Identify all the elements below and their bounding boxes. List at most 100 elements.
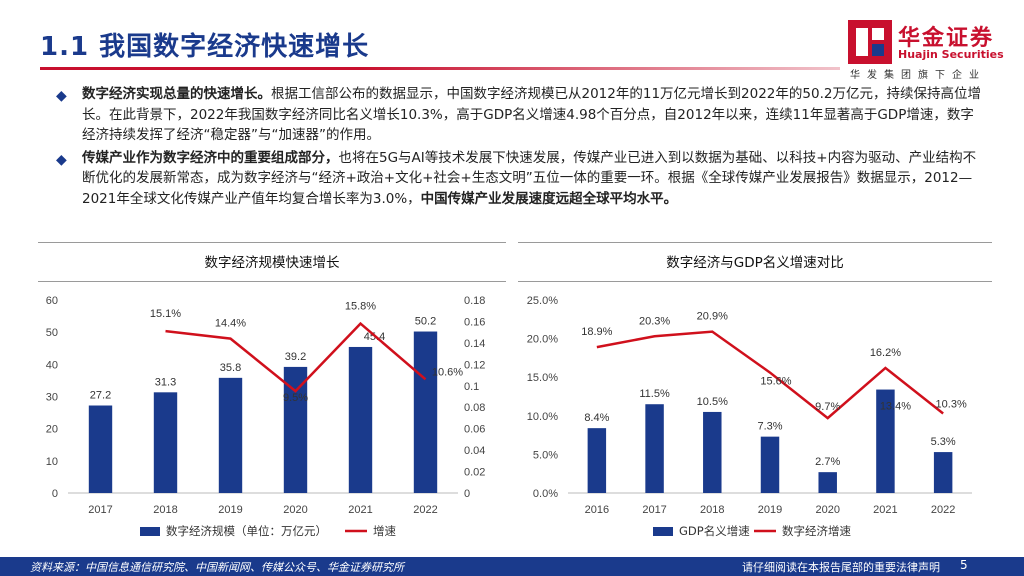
bar: [587, 428, 607, 493]
y-axis-left-tick-label: 5.0%: [533, 449, 558, 461]
y-axis-left-tick-label: 50: [46, 327, 58, 339]
chart-growth-comparison: 0.0% 5.0% 10.0% 15.0% 20.0% 25.0% 2016 2017 2018…: [527, 295, 972, 538]
x-axis-tick-label: 2017: [642, 504, 666, 516]
y-axis-right-tick-label: 0.08: [464, 402, 485, 414]
bar-data-label: 35.8: [220, 362, 241, 374]
x-axis-tick-label: 2019: [218, 504, 242, 516]
bar: [218, 377, 243, 493]
bar: [645, 404, 664, 493]
bullet-text: 也将在5G与AI等技术发展下快速发展，传媒产业已进入到以数据为基础、以科技+内容…: [82, 149, 977, 207]
bar-data-label: 8.4%: [584, 412, 609, 424]
bar: [876, 389, 895, 493]
bar: [703, 411, 722, 493]
line-data-label: 9.7%: [815, 401, 840, 413]
line-data-label: 10.3%: [936, 398, 967, 410]
bullet-item: ◆ 数字经济实现总量的快速增长。根据工信部公布的数据显示，中国数字经济规模已从2…: [54, 84, 984, 146]
y-axis-left-tick-label: 10.0%: [527, 411, 558, 423]
bar: [348, 346, 373, 493]
legend-bar-swatch: [140, 527, 160, 536]
bar: [933, 452, 953, 493]
x-axis-tick-label: 2020: [815, 504, 839, 516]
line-data-label: 20.3%: [639, 315, 670, 327]
brand-logo: 华金证券 Huajin Securities 华发集团旗下企业: [848, 20, 1008, 81]
footer-legal-note: 请仔细阅读在本报告尾部的重要法律声明: [742, 561, 940, 574]
page-title: 1.1 我国数字经济快速增长: [40, 32, 370, 62]
y-axis-left-tick-label: 10: [46, 456, 58, 468]
bar-data-label: 7.3%: [757, 421, 782, 433]
logo-tagline: 华发集团旗下企业: [850, 70, 986, 81]
y-axis-left-tick-label: 20.0%: [527, 334, 558, 346]
bullet-list: ◆ 数字经济实现总量的快速增长。根据工信部公布的数据显示，中国数字经济规模已从2…: [54, 84, 984, 211]
bullet-lead: 传媒产业作为数字经济中的重要组成部分，: [82, 149, 339, 166]
bar-data-label: 50.2: [415, 316, 436, 328]
bar-data-label: 5.3%: [931, 436, 956, 448]
y-axis-right-tick-label: 0.14: [464, 338, 485, 350]
chart-digital-economy-scale: 0 10 20 30 40 50 60 0 0.02 0.04 0.06 0.08 0.1 0.12 0.1…: [46, 295, 486, 538]
y-axis-right-tick-label: 0.18: [464, 295, 485, 307]
bar: [283, 366, 308, 493]
bar-data-label: 13.4%: [880, 401, 911, 413]
line-data-label: 18.9%: [581, 326, 612, 338]
y-axis-left-tick-label: 0: [52, 488, 58, 500]
bar: [88, 405, 113, 493]
line-data-label: 20.9%: [697, 311, 728, 323]
chart-panel-digital-economy-scale: 数字经济规模快速增长 0 10 20 30 40 50 60 0 0.02 0.04 0.06 0.0…: [38, 242, 506, 554]
y-axis-left-tick-label: 0.0%: [533, 488, 558, 500]
bullet-text: 根据工信部公布的数据显示，中国数字经济规模已从2012年的11万亿元增长到202…: [82, 86, 981, 143]
growth-line: [596, 330, 944, 420]
x-axis-tick-label: 2021: [348, 504, 372, 516]
x-axis-tick-label: 2019: [758, 504, 782, 516]
y-axis-right-tick-label: 0.02: [464, 467, 485, 479]
chart-title: 数字经济规模快速增长: [38, 242, 506, 282]
footer-source: 资料来源：中国信息通信研究院、中国新闻网、传媒公众号、华金证券研究所: [30, 561, 404, 574]
x-axis-tick-label: 2022: [413, 504, 437, 516]
legend-bar-label: 数字经济规模（单位：万亿元）: [166, 524, 327, 538]
logo-mark-icon: [848, 20, 892, 64]
page-number: 5: [960, 558, 968, 572]
bar-data-label: 27.2: [90, 390, 111, 402]
diamond-bullet-icon: ◆: [56, 88, 67, 104]
bar-data-label: 31.3: [155, 376, 176, 388]
y-axis-right-tick-label: 0.06: [464, 424, 485, 436]
line-data-label: 14.4%: [215, 318, 246, 330]
bullet-item: ◆ 传媒产业作为数字经济中的重要组成部分，也将在5G与AI等技术发展下快速发展，…: [54, 148, 984, 210]
line-data-label: 15.6%: [760, 376, 791, 388]
line-data-label: 9.5%: [283, 392, 308, 404]
chart-panel-growth-comparison: 数字经济与GDP名义增速对比 0.0% 5.0% 10.0% 15.0% 20.0% 25…: [518, 242, 992, 554]
y-axis-left-tick-label: 60: [46, 295, 58, 307]
y-axis-left-tick-label: 30: [46, 392, 58, 404]
x-axis-tick-label: 2016: [585, 504, 609, 516]
bar-data-label: 10.5%: [697, 396, 728, 408]
logo-chinese-name: 华金证券: [898, 26, 995, 51]
bar-data-label: 2.7%: [815, 456, 840, 468]
line-data-label: 10.6%: [432, 366, 463, 378]
line-data-label: 15.8%: [345, 301, 376, 313]
title-underline: [40, 67, 840, 70]
footer-bar: 资料来源：中国信息通信研究院、中国新闻网、传媒公众号、华金证券研究所 请仔细阅读…: [0, 557, 1024, 576]
diamond-bullet-icon: ◆: [56, 151, 67, 168]
x-axis-tick-label: 2020: [283, 504, 307, 516]
x-axis-tick-label: 2021: [873, 504, 897, 516]
x-axis-tick-label: 2018: [153, 504, 177, 516]
bar-data-label: 39.2: [285, 351, 306, 363]
bar: [818, 472, 837, 493]
y-axis-left-tick-label: 15.0%: [527, 372, 558, 384]
bar: [153, 392, 178, 493]
chart-title: 数字经济与GDP名义增速对比: [518, 242, 992, 282]
bar: [413, 331, 438, 493]
y-axis-right-tick-label: 0.12: [464, 359, 485, 371]
y-axis-right-tick-label: 0.04: [464, 445, 485, 457]
x-axis-tick-label: 2018: [700, 504, 724, 516]
logo-english-name: Huajin Securities: [898, 48, 1004, 61]
legend-bar-label: GDP名义增速: [679, 524, 750, 538]
title-bar: 1.1 我国数字经济快速增长: [40, 26, 369, 63]
line-data-label: 16.2%: [870, 347, 901, 359]
y-axis-left-tick-label: 20: [46, 424, 58, 436]
line-data-label: 15.1%: [150, 308, 181, 320]
legend-line-label: 数字经济增速: [782, 524, 851, 538]
y-axis-left-tick-label: 25.0%: [527, 295, 558, 307]
x-axis-tick-label: 2022: [931, 504, 955, 516]
legend-bar-swatch: [653, 527, 673, 536]
bar-data-label: 11.5%: [639, 388, 670, 400]
legend-line-label: 增速: [373, 524, 396, 538]
